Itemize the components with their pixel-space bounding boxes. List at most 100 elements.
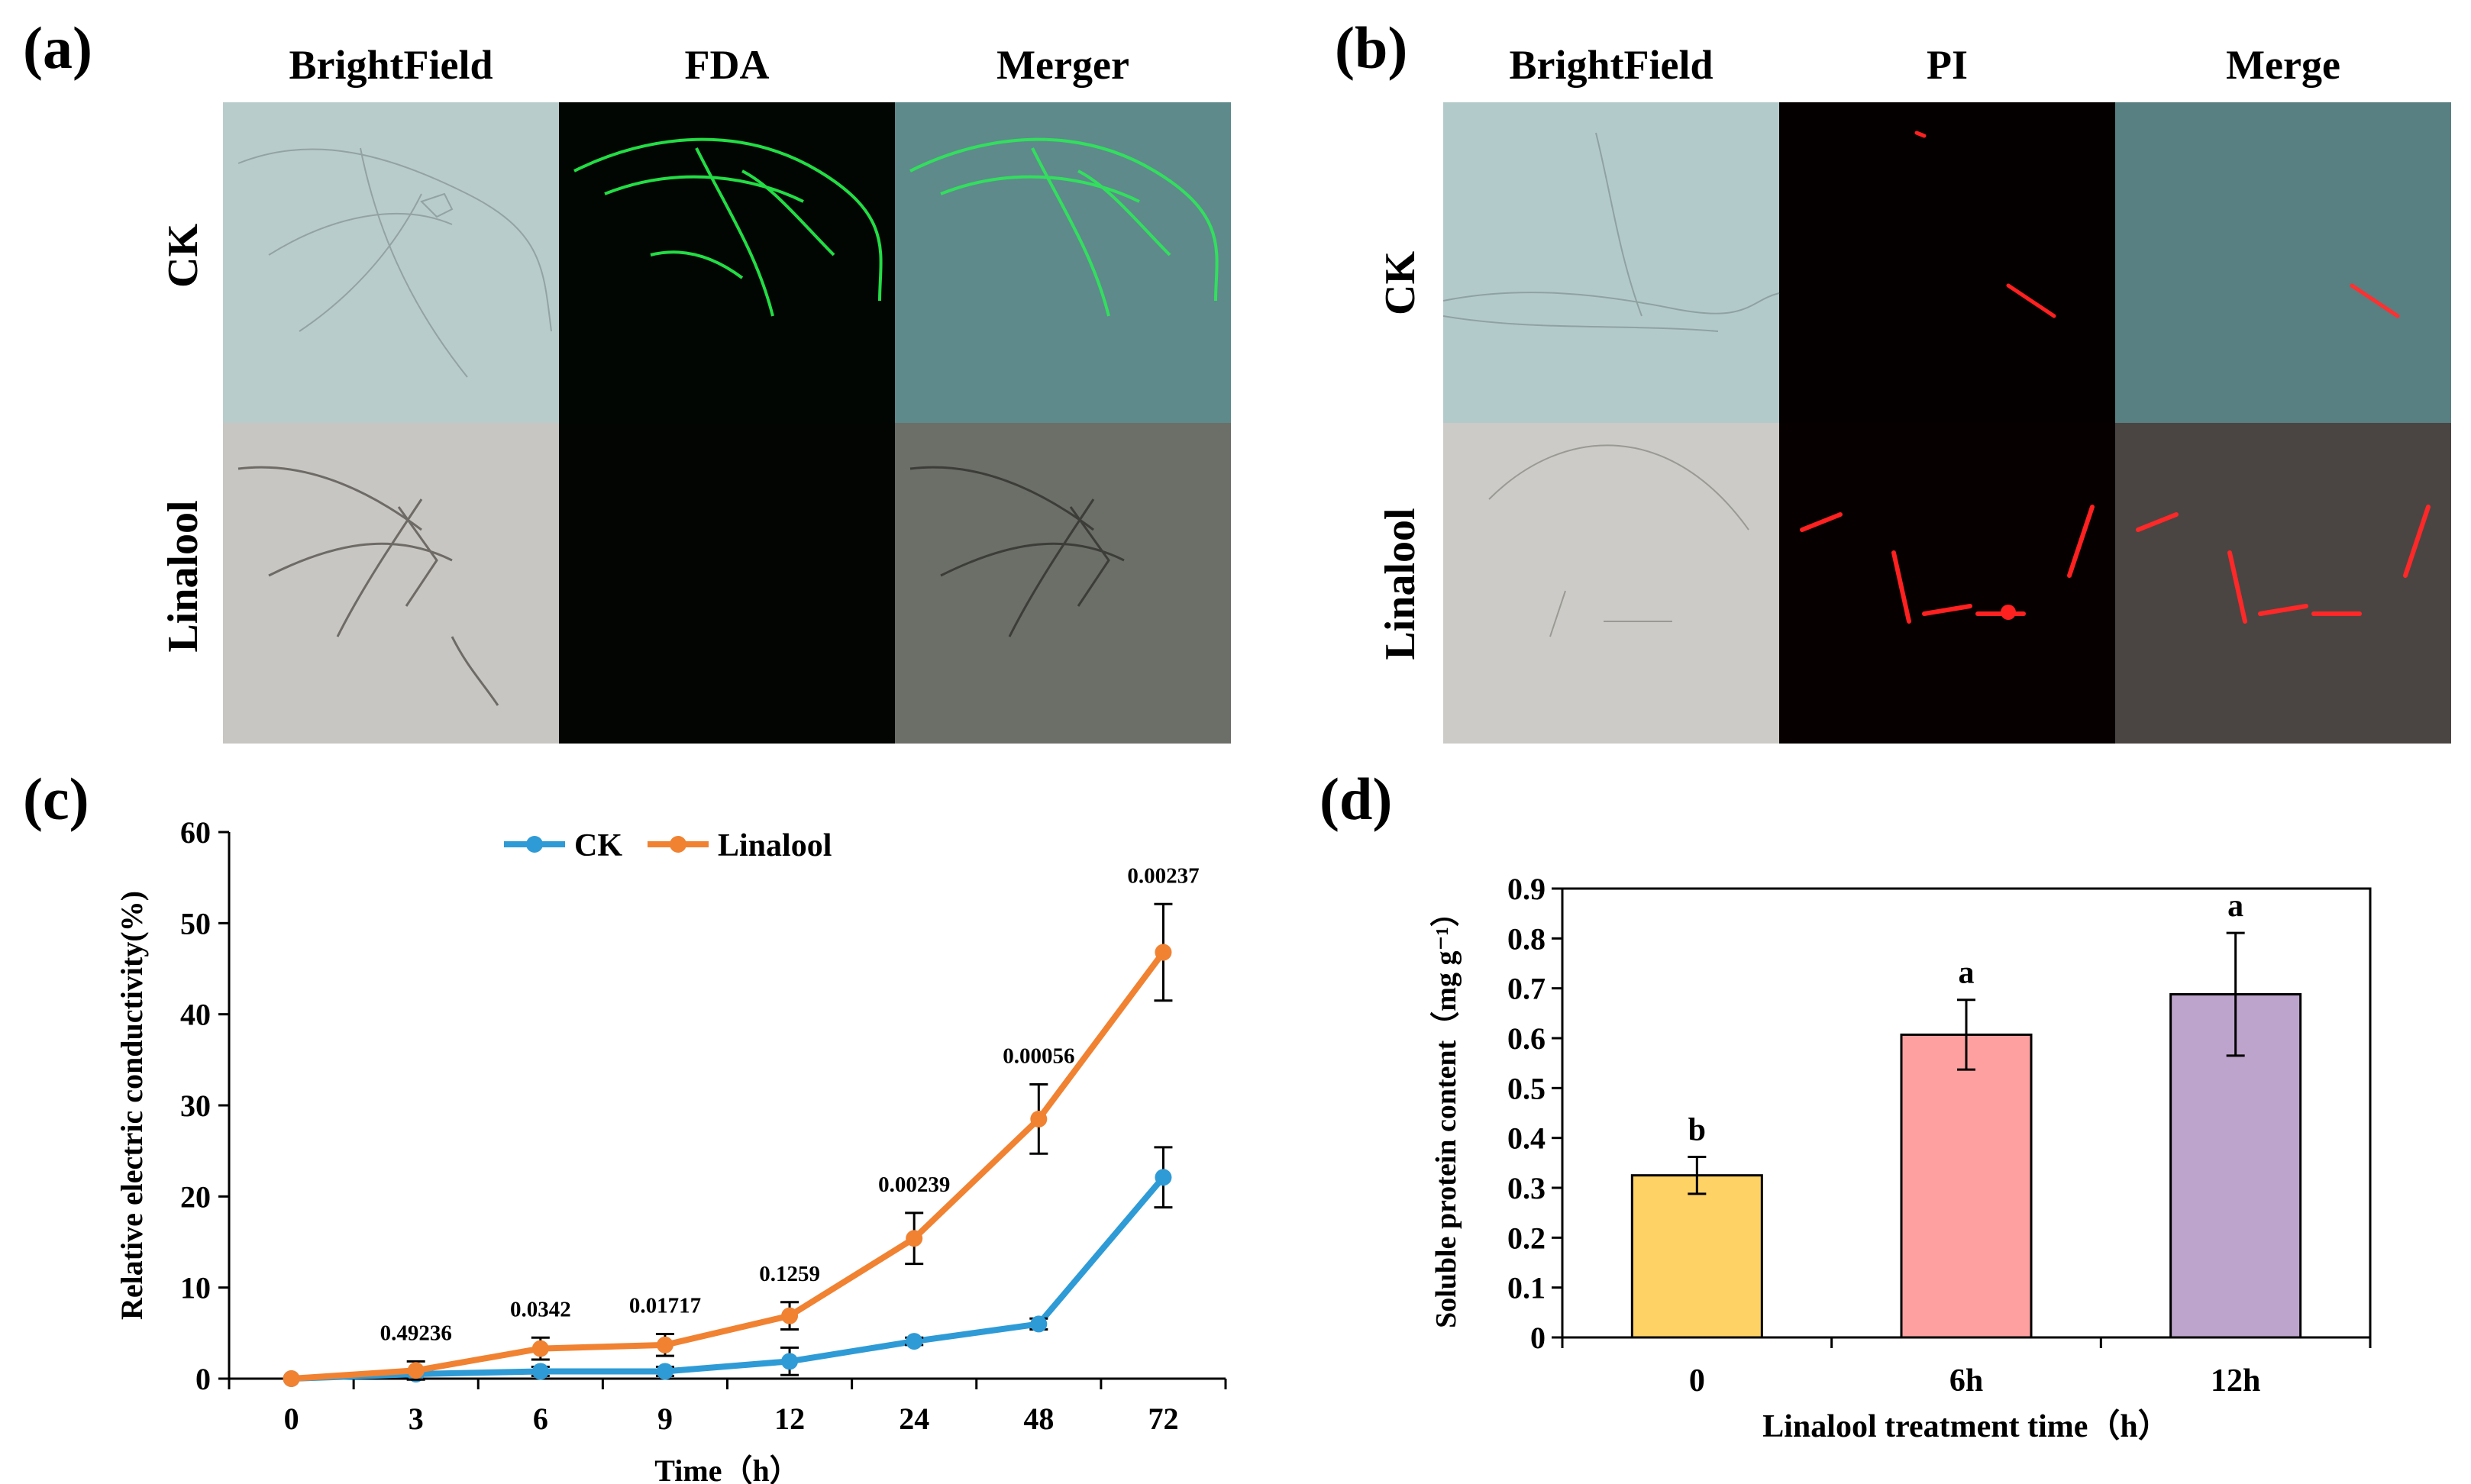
c-y-tick-label: 20: [180, 1179, 211, 1214]
b-lin-pi-signal: [1800, 505, 2095, 624]
c-point-ck: [531, 1363, 549, 1380]
c-y-tick-label: 60: [180, 815, 211, 850]
b-lin-merge: [2115, 423, 2451, 744]
c-x-tick-label: 3: [409, 1402, 424, 1436]
b-lin-pi-spot: [2001, 605, 2016, 620]
c-point-ck: [656, 1363, 673, 1380]
d-bar-0: [1630, 1174, 1763, 1339]
panel-b-col-merge: Merge: [2226, 42, 2340, 88]
a-lin-merger: [895, 423, 1231, 744]
b-ck-brightfield: [1443, 102, 1779, 423]
panel-a-row-linalool: Linalool: [160, 500, 207, 653]
b-ck-pi-signal: [1914, 131, 2056, 318]
c-y-tick-label: 10: [180, 1271, 211, 1305]
c-point-linalool: [656, 1336, 673, 1353]
c-y-tick-label: 0: [195, 1362, 211, 1396]
d-y-tick-label: 0.5: [1507, 1071, 1546, 1105]
c-point-linalool: [1155, 944, 1172, 961]
panel-a-col-brightfield: BrightField: [289, 42, 493, 88]
c-legend-label-ck: CK: [574, 828, 622, 863]
panel-b-col-brightfield: BrightField: [1509, 42, 1714, 88]
c-legend-marker-ck: [526, 836, 543, 853]
b-ck-hyphae: [1443, 132, 1780, 332]
a-ck-fda-signal: [573, 137, 883, 317]
c-legend-label-linalool: Linalool: [718, 828, 832, 863]
panel-b-row-linalool: Linalool: [1377, 508, 1424, 660]
d-y-axis-title: Soluble protein content（mg g⁻¹）: [1430, 898, 1462, 1328]
c-point-ck: [906, 1333, 923, 1350]
panel-b-col-pi: PI: [1927, 42, 1968, 88]
a-ck-merger-signal: [909, 137, 1219, 317]
a-ck-merger: [895, 102, 1231, 423]
c-series-line-linalool: [291, 950, 1166, 1382]
d-y-tick-label: 0.7: [1507, 972, 1546, 1006]
b-ck-merge: [2115, 102, 2451, 423]
d-significance-letter: a: [2227, 889, 2243, 924]
d-x-axis-title: Linalool treatment time（h）: [1762, 1408, 2170, 1444]
a-ck-brightfield: [223, 102, 559, 423]
panel-d-label: (d): [1319, 766, 1393, 832]
panel-b-micrographs: [1443, 102, 2451, 744]
b-ck-merge-signal: [2350, 283, 2400, 318]
a-lin-merger-hyphae: [909, 466, 1125, 637]
d-y-tick-label: 0.4: [1507, 1121, 1546, 1156]
c-point-linalool: [1030, 1110, 1048, 1128]
b-lin-hyphae: [1488, 444, 1749, 637]
panel-b-row-ck: CK: [1377, 251, 1424, 315]
line-chart-conductivity: 0 10 20 30 40 50 60 0 3 6 9 12 24 48 72 Time（h） Relative…: [115, 815, 1227, 1484]
panel-a-row-ck: CK: [160, 224, 207, 288]
panel-c-label: (c): [23, 766, 89, 832]
bar-chart-soluble-protein: 0 0.1 0.2 0.3 0.4 0.5 0.6 0.7 0.8 0.9 b 0 a 6h a 12h Lin…: [1430, 872, 2372, 1444]
b-lin-brightfield: [1443, 423, 1779, 744]
c-point-linalool: [906, 1230, 923, 1247]
c-pvalue-label: 0.00056: [1003, 1044, 1074, 1069]
panel-a-image-grid: [223, 102, 1231, 744]
c-pvalue-label: 0.00237: [1127, 863, 1199, 888]
c-y-tick-label: 50: [180, 906, 211, 940]
c-y-tick-label: 40: [180, 998, 211, 1032]
panel-a-col-fda: FDA: [684, 42, 770, 88]
c-x-tick-label: 72: [1148, 1402, 1178, 1436]
c-x-tick-label: 24: [899, 1402, 929, 1436]
a-ck-fda: [559, 102, 895, 423]
c-x-tick-label: 48: [1023, 1402, 1054, 1436]
c-x-tick-label: 0: [284, 1402, 299, 1436]
c-y-axis-title: Relative electric conductivity(%): [115, 891, 149, 1320]
c-point-linalool: [407, 1362, 425, 1379]
panel-a-label: (a): [23, 15, 92, 81]
c-point-ck: [1155, 1169, 1172, 1186]
d-x-tick-label: 6h: [1949, 1363, 1983, 1399]
d-y-tick-label: 0: [1530, 1321, 1546, 1355]
b-lin-merge-signal: [2136, 505, 2431, 624]
d-y-tick-label: 0.6: [1507, 1021, 1546, 1056]
a-lin-fda: [559, 423, 895, 744]
d-significance-letter: b: [1688, 1112, 1706, 1147]
d-y-tick-label: 0.9: [1507, 872, 1546, 906]
b-lin-pi: [1779, 423, 2115, 744]
c-x-tick-label: 6: [533, 1402, 548, 1436]
panel-b-image-grid: [1443, 102, 2451, 744]
d-y-tick-label: 0.2: [1507, 1221, 1546, 1255]
d-x-tick-label: 12h: [2211, 1363, 2260, 1399]
d-y-tick-label: 0.1: [1507, 1271, 1546, 1305]
panel-a-col-merger: Merger: [996, 42, 1129, 88]
d-significance-letter: a: [1959, 956, 1975, 991]
c-series-line-ck: [291, 1175, 1166, 1382]
c-pvalue-label: 0.1259: [759, 1262, 820, 1286]
panel-b-label: (b): [1335, 15, 1408, 81]
c-point-linalool: [283, 1370, 300, 1387]
c-pvalue-label: 0.01717: [629, 1294, 701, 1318]
c-y-tick-label: 30: [180, 1089, 211, 1123]
c-x-axis-title: Time（h）: [654, 1453, 799, 1484]
c-point-linalool: [531, 1340, 549, 1357]
panel-a-micrographs: [223, 102, 1231, 744]
d-y-tick-label: 0.3: [1507, 1171, 1546, 1205]
a-lin-brightfield: [223, 423, 559, 744]
c-point-ck: [1030, 1315, 1048, 1333]
c-pvalue-label: 0.00239: [878, 1173, 950, 1197]
a-ck-hyphae: [237, 147, 552, 378]
a-lin-hyphae: [237, 466, 499, 706]
c-legend-marker-linalool: [670, 836, 686, 853]
c-point-ck: [781, 1353, 799, 1370]
c-x-tick-label: 12: [774, 1402, 805, 1436]
